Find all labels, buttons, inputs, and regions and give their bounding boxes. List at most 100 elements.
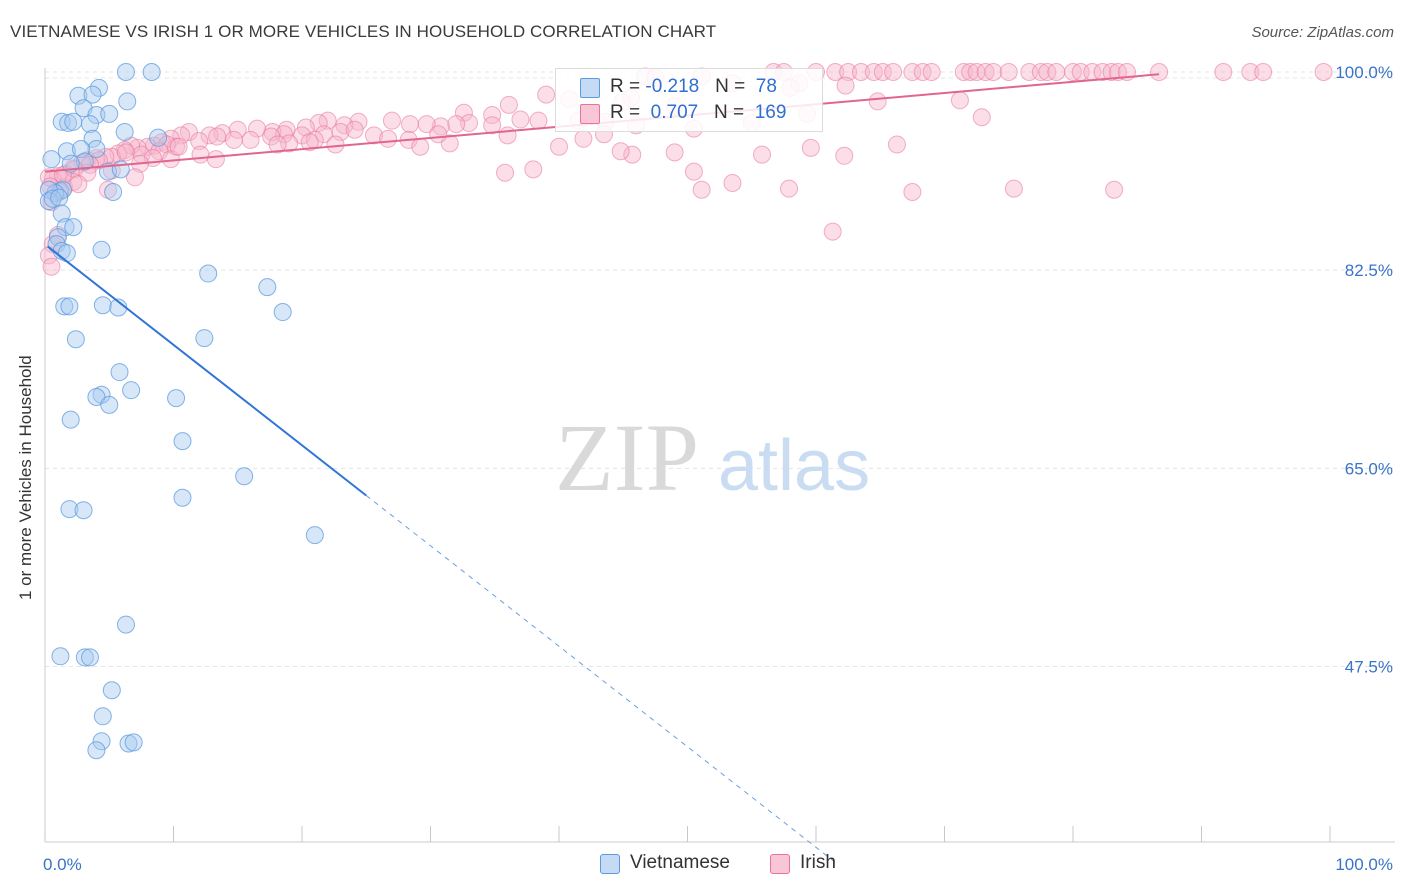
vietnamese-point xyxy=(116,615,135,634)
legend-r-value: 0.707 xyxy=(650,102,699,123)
irish-point xyxy=(839,62,858,81)
vietnamese-point xyxy=(66,330,85,349)
vietnamese-point xyxy=(273,303,292,322)
irish-point xyxy=(826,62,845,81)
irish-point xyxy=(873,62,892,81)
y-tick-label: 100.0% xyxy=(1335,63,1393,82)
irish-point xyxy=(884,62,903,81)
x-tick-label-max: 100.0% xyxy=(1335,855,1393,874)
irish-point xyxy=(447,115,466,134)
vietnamese-point xyxy=(195,329,214,348)
irish-point xyxy=(868,92,887,111)
irish-point xyxy=(851,62,870,81)
vietnamese-point xyxy=(167,389,186,408)
irish-point xyxy=(498,126,517,145)
irish-point xyxy=(200,126,219,145)
vietnamese-point xyxy=(100,395,119,414)
irish-point xyxy=(1150,62,1169,81)
legend-swatch-irish xyxy=(580,104,600,124)
irish-point xyxy=(976,62,995,81)
legend-swatch-vietnamese xyxy=(580,78,600,98)
vietnamese-point xyxy=(75,152,94,171)
irish-point xyxy=(1102,62,1121,81)
irish-point xyxy=(206,150,225,169)
vietnamese-point xyxy=(258,278,277,297)
irish-point xyxy=(499,95,518,114)
irish-point xyxy=(169,137,188,156)
irish-point xyxy=(665,143,684,162)
irish-point xyxy=(1047,62,1066,81)
legend-n-value: 78 xyxy=(755,76,777,97)
irish-point xyxy=(379,129,398,148)
vietnamese-point xyxy=(89,78,108,97)
vietnamese-point xyxy=(93,296,112,315)
irish-point xyxy=(125,168,144,187)
irish-point xyxy=(922,62,941,81)
irish-point xyxy=(1105,180,1124,199)
irish-point xyxy=(780,179,799,198)
bottom-legend-label-irish: Irish xyxy=(800,852,836,873)
irish-point xyxy=(172,126,191,145)
vietnamese-point xyxy=(61,154,80,173)
irish-point xyxy=(190,132,209,151)
vietnamese-point xyxy=(80,648,99,667)
vietnamese-point xyxy=(104,183,123,202)
vietnamese-point xyxy=(64,218,83,237)
irish-point xyxy=(574,129,593,148)
source-label: Source: ZipAtlas.com xyxy=(1251,24,1394,41)
vietnamese-point xyxy=(87,741,106,760)
vietnamese-trend-line xyxy=(46,245,367,497)
legend-n-label: N = xyxy=(714,102,750,123)
legend-r-value: -0.218 xyxy=(645,76,700,97)
irish-point xyxy=(191,145,210,164)
vietnamese-point xyxy=(87,387,106,406)
irish-point xyxy=(268,135,287,154)
grid-lines xyxy=(45,71,1395,667)
irish-point xyxy=(345,120,364,139)
irish-point xyxy=(1031,62,1050,81)
irish-point xyxy=(550,137,568,156)
vietnamese-point xyxy=(74,501,93,520)
watermark-zip: ZIP xyxy=(555,404,699,511)
vietnamese-point xyxy=(83,129,102,148)
vietnamese-point xyxy=(142,62,161,81)
vietnamese-point xyxy=(48,228,67,247)
vietnamese-point xyxy=(80,115,99,134)
irish-point xyxy=(69,175,88,194)
irish-point xyxy=(496,163,515,182)
vietnamese-point xyxy=(93,707,112,726)
irish-point xyxy=(400,115,419,134)
irish-point xyxy=(382,111,401,130)
x-tick-label-min: 0.0% xyxy=(43,855,82,874)
irish-point xyxy=(835,146,854,165)
irish-point xyxy=(984,62,1003,81)
vietnamese-point xyxy=(60,500,79,519)
vietnamese-point xyxy=(92,732,111,751)
irish-point xyxy=(961,62,980,81)
vietnamese-point xyxy=(87,106,106,125)
irish-point xyxy=(684,162,703,181)
vietnamese-point xyxy=(173,488,192,507)
vietnamese-point xyxy=(122,381,141,400)
irish-point xyxy=(241,130,260,149)
vietnamese-point xyxy=(110,363,129,382)
irish-point xyxy=(1241,62,1260,81)
irish-point xyxy=(972,108,991,127)
vietnamese-point xyxy=(235,467,254,486)
vietnamese-point xyxy=(173,432,192,451)
irish-point xyxy=(511,110,530,129)
irish-point xyxy=(228,120,247,139)
vietnamese-point xyxy=(116,62,135,81)
irish-point xyxy=(836,76,855,95)
irish-point xyxy=(1254,62,1273,81)
irish-point xyxy=(529,111,548,130)
irish-point xyxy=(460,113,479,132)
vietnamese-point xyxy=(115,123,134,142)
vietnamese-point xyxy=(61,410,80,429)
vietnamese-point xyxy=(56,218,75,237)
irish-point xyxy=(1064,62,1082,81)
irish-point xyxy=(483,116,502,135)
vietnamese-point xyxy=(102,681,121,700)
vietnamese-trend-extension xyxy=(365,495,836,863)
